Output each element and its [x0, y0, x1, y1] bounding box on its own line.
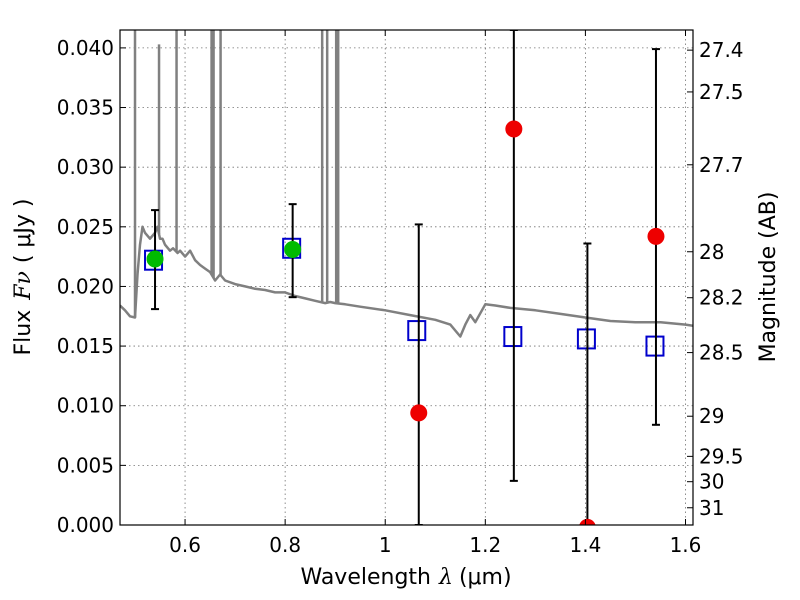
axis-labels: Wavelength λ (μm) FluxFν( μJy ) Magnitude …	[11, 192, 781, 590]
undetected-flux-point	[647, 227, 665, 245]
mag-tick-label: 29.5	[699, 444, 744, 468]
model-flux-marker	[645, 335, 665, 357]
mag-tick-label: 27.5	[699, 80, 744, 104]
mag-tick-label: 31	[699, 496, 724, 520]
detected-flux-point	[146, 250, 164, 268]
model-flux-marker	[407, 320, 427, 342]
x-tick-label: 1.2	[469, 533, 501, 557]
model-flux-marker	[576, 328, 596, 350]
magnitude-axis-label: Magnitude (AB)	[756, 192, 781, 363]
undetected-flux-point	[579, 518, 596, 525]
data-layer	[120, 30, 693, 525]
y-tick-label: 0.005	[57, 453, 114, 477]
x-tick-label: 0.6	[169, 533, 201, 557]
y-tick-label: 0.025	[57, 215, 114, 239]
mag-tick-label: 27.4	[699, 38, 744, 62]
plot-area	[120, 30, 693, 525]
model-flux-marker	[503, 326, 523, 348]
plot-frame	[119, 29, 694, 526]
mag-tick-label: 27.7	[699, 153, 744, 177]
sed-template-line	[120, 225, 693, 338]
axis-ticks: 0.6 0.8 1 1.2 1.4 1.6 0.000 0.005 0.010 0.015 0.02…	[57, 30, 744, 557]
x-axis-label: Wavelength λ (μm)	[300, 565, 511, 590]
x-tick-label: 1.4	[569, 533, 601, 557]
mag-tick-label: 28.2	[699, 286, 744, 310]
y-axis-label: FluxFν( μJy )	[11, 198, 36, 355]
mag-tick-label: 28	[699, 240, 724, 264]
x-tick-label: 1	[379, 533, 392, 557]
detected-flux-point	[284, 240, 302, 258]
undetected-flux-point	[505, 120, 523, 138]
y-tick-label: 0.030	[57, 155, 114, 179]
undetected-flux-point	[410, 404, 428, 422]
y-tick-label: 0.020	[57, 274, 114, 298]
x-tick-label: 1.6	[670, 533, 702, 557]
y-tick-label: 0.015	[57, 334, 114, 358]
mag-tick-label: 29	[699, 404, 724, 428]
mag-tick-label: 30	[699, 470, 724, 494]
y-tick-label: 0.010	[57, 394, 114, 418]
y-tick-label: 0.000	[57, 513, 114, 537]
y-tick-label: 0.040	[57, 36, 114, 60]
x-tick-label: 0.8	[269, 533, 301, 557]
mag-tick-label: 28.5	[699, 341, 744, 365]
y-tick-label: 0.035	[57, 96, 114, 120]
